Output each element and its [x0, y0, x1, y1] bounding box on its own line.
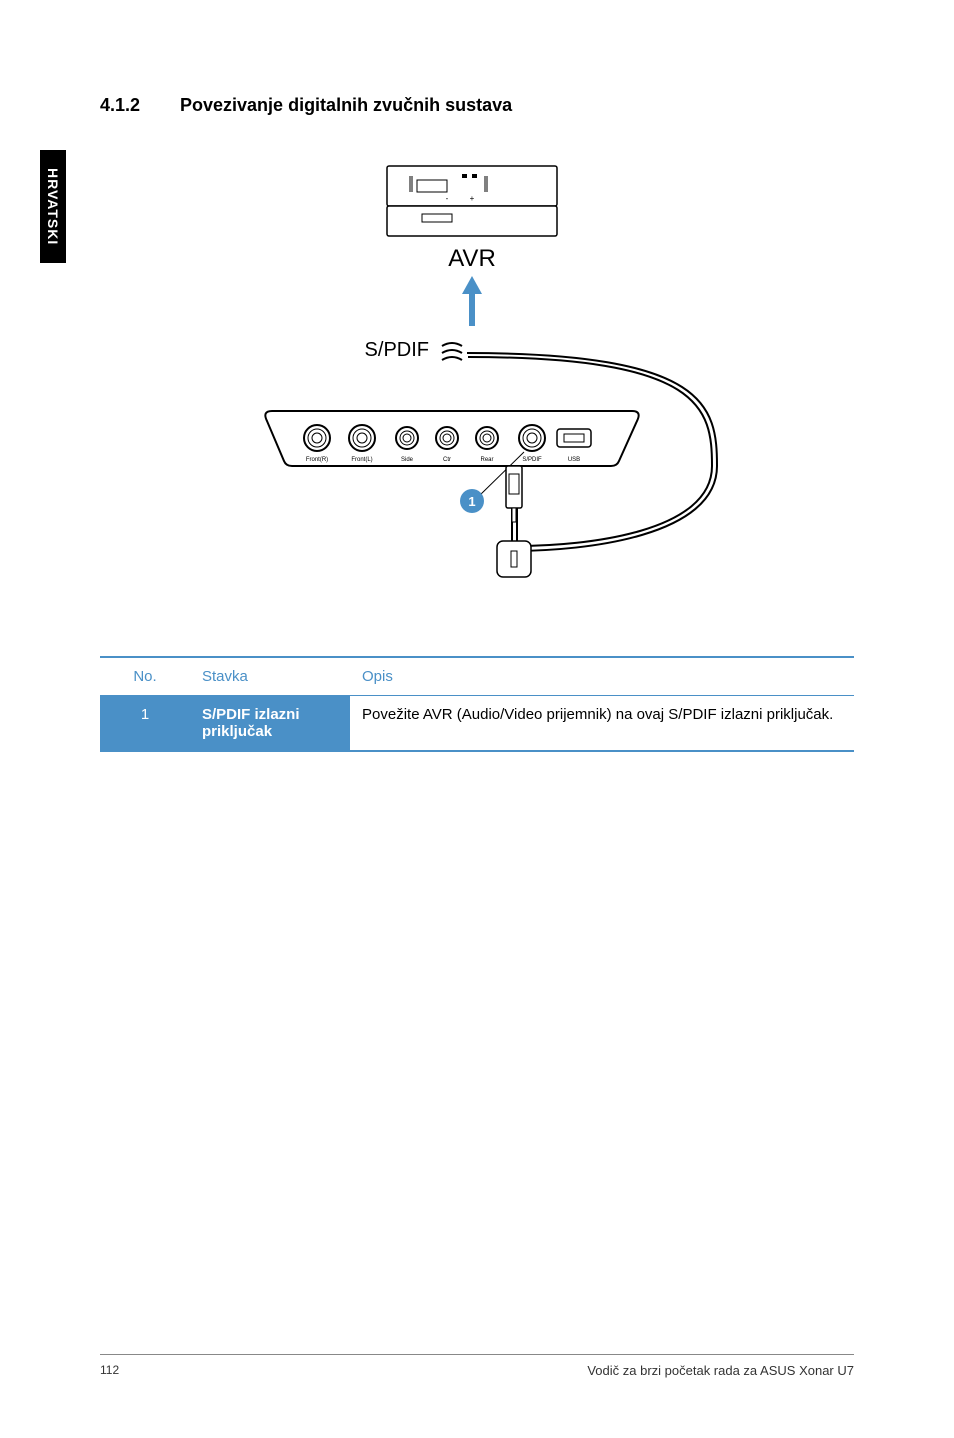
port-usb: USB — [568, 457, 580, 463]
cell-item: S/PDIF izlazni priključak — [190, 696, 350, 752]
svg-text:+: + — [470, 194, 475, 203]
section-heading: 4.1.2 Povezivanje digitalnih zvučnih sus… — [100, 95, 854, 116]
col-desc: Opis — [350, 658, 854, 696]
cell-no: 1 — [100, 696, 190, 752]
footer-title: Vodič za brzi početak rada za ASUS Xonar… — [587, 1363, 854, 1378]
table-row: 1 S/PDIF izlazni priključak Povežite AVR… — [100, 696, 854, 752]
page-number: 112 — [100, 1363, 119, 1378]
section-title: Povezivanje digitalnih zvučnih sustava — [180, 95, 512, 115]
port-side: Side — [401, 457, 414, 463]
page-footer: 112 Vodič za brzi početak rada za ASUS X… — [100, 1354, 854, 1378]
port-front-r: Front(R) — [306, 457, 328, 463]
section-number: 4.1.2 — [100, 95, 175, 116]
spec-table: No. Stavka Opis 1 S/PDIF izlazni priklju… — [100, 656, 854, 752]
col-item: Stavka — [190, 658, 350, 696]
avr-device: + - — [387, 166, 557, 236]
avr-label: AVR — [448, 245, 496, 272]
callout-number: 1 — [468, 494, 475, 509]
toslink-icon — [442, 343, 462, 360]
spdif-plug-icon — [497, 466, 531, 577]
port-spdif: S/PDIF — [522, 457, 542, 463]
col-no: No. — [100, 658, 190, 696]
port-rear: Rear — [480, 457, 493, 463]
table-header-row: No. Stavka Opis — [100, 658, 854, 696]
sound-card-device: Front(R) Front(L) Side Ctr Rear S/PDIF U… — [265, 411, 638, 466]
port-ctr: Ctr — [443, 457, 451, 463]
arrow-up-icon — [462, 276, 482, 326]
diagram-svg: + - AVR S/PDIF — [187, 156, 767, 616]
connection-diagram: + - AVR S/PDIF — [100, 156, 854, 616]
language-tab: HRVATSKI — [40, 150, 66, 263]
svg-text:-: - — [446, 194, 449, 203]
spdif-label: S/PDIF — [365, 339, 429, 361]
port-front-l: Front(L) — [351, 457, 372, 463]
cell-desc: Povežite AVR (Audio/Video prijemnik) na … — [350, 696, 854, 752]
